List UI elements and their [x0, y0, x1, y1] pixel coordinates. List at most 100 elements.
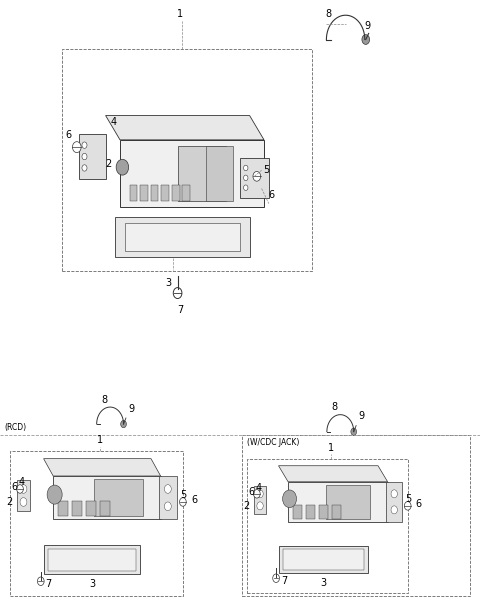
Circle shape	[404, 502, 411, 510]
Circle shape	[82, 153, 87, 160]
Circle shape	[116, 159, 129, 175]
Text: 6: 6	[249, 487, 255, 497]
Circle shape	[273, 574, 279, 582]
Bar	[319, 505, 328, 519]
Bar	[288, 482, 388, 522]
Text: 1: 1	[96, 435, 103, 445]
Text: 7: 7	[177, 305, 183, 315]
Circle shape	[37, 577, 44, 586]
Circle shape	[253, 489, 260, 498]
Circle shape	[82, 165, 87, 171]
Text: 6: 6	[192, 495, 198, 505]
Bar	[386, 482, 402, 522]
Bar	[206, 146, 233, 201]
Circle shape	[180, 498, 186, 506]
Circle shape	[243, 175, 248, 181]
Bar	[79, 134, 106, 179]
Text: 7: 7	[281, 576, 287, 586]
Bar	[48, 549, 136, 571]
Text: 6: 6	[65, 130, 71, 140]
Text: 4: 4	[255, 483, 261, 493]
Bar	[151, 185, 158, 201]
Text: 8: 8	[326, 10, 332, 19]
Bar	[44, 545, 140, 574]
Text: 1: 1	[177, 10, 183, 19]
Text: 8: 8	[332, 402, 338, 412]
Circle shape	[165, 502, 171, 511]
Circle shape	[17, 485, 24, 493]
Bar	[86, 501, 96, 516]
Bar	[283, 549, 364, 570]
Bar	[293, 505, 302, 519]
Text: (RCD): (RCD)	[5, 423, 27, 432]
Bar	[140, 185, 148, 201]
Circle shape	[391, 490, 397, 498]
Text: 4: 4	[110, 117, 117, 126]
Circle shape	[351, 428, 357, 435]
Circle shape	[72, 142, 81, 153]
Bar	[240, 158, 269, 198]
Bar	[242, 435, 470, 596]
Bar	[16, 480, 30, 511]
Polygon shape	[106, 116, 264, 140]
Text: 3: 3	[165, 278, 171, 288]
Text: 9: 9	[128, 404, 134, 414]
Bar	[95, 479, 143, 516]
Circle shape	[257, 490, 263, 498]
Bar	[161, 185, 169, 201]
Circle shape	[47, 485, 62, 504]
Bar	[306, 505, 315, 519]
Bar	[332, 505, 341, 519]
Bar	[72, 501, 82, 516]
Bar	[182, 185, 190, 201]
Bar	[58, 501, 68, 516]
Circle shape	[362, 35, 370, 44]
Circle shape	[20, 497, 27, 506]
Bar	[172, 185, 180, 201]
Circle shape	[391, 506, 397, 514]
Circle shape	[243, 165, 248, 171]
Bar	[100, 501, 109, 516]
Bar	[10, 451, 183, 596]
Circle shape	[165, 485, 171, 493]
Text: 3: 3	[320, 578, 326, 587]
Bar	[326, 485, 371, 519]
Bar	[253, 486, 266, 514]
Bar	[125, 224, 240, 251]
Circle shape	[20, 485, 27, 493]
Bar	[62, 49, 312, 271]
Text: 6: 6	[12, 482, 17, 492]
Text: 6: 6	[416, 499, 422, 509]
Text: 4: 4	[18, 477, 24, 488]
Text: 3: 3	[89, 579, 95, 589]
Circle shape	[253, 171, 261, 181]
Text: 9: 9	[359, 412, 365, 421]
Bar	[53, 476, 161, 519]
Text: 1: 1	[328, 443, 334, 453]
Bar	[120, 140, 264, 207]
Text: (W/CDC JACK): (W/CDC JACK)	[247, 438, 300, 447]
Circle shape	[243, 185, 248, 190]
Text: 7: 7	[46, 579, 52, 589]
Text: 5: 5	[263, 165, 269, 175]
Text: 5: 5	[406, 494, 412, 504]
Text: 8: 8	[102, 395, 108, 405]
Circle shape	[173, 288, 182, 299]
Bar	[130, 185, 137, 201]
Bar	[279, 546, 368, 573]
Text: 2: 2	[6, 497, 12, 507]
Polygon shape	[115, 218, 250, 257]
Polygon shape	[44, 458, 161, 476]
Circle shape	[283, 490, 297, 508]
Text: 2: 2	[243, 501, 250, 511]
Circle shape	[120, 421, 126, 428]
Text: 6: 6	[269, 190, 275, 199]
Text: 5: 5	[180, 489, 186, 500]
Bar	[159, 476, 177, 519]
Polygon shape	[278, 466, 388, 482]
Bar	[247, 459, 408, 593]
Bar	[178, 146, 226, 201]
Circle shape	[82, 142, 87, 148]
Text: 9: 9	[365, 21, 371, 30]
Text: 2: 2	[106, 159, 112, 169]
